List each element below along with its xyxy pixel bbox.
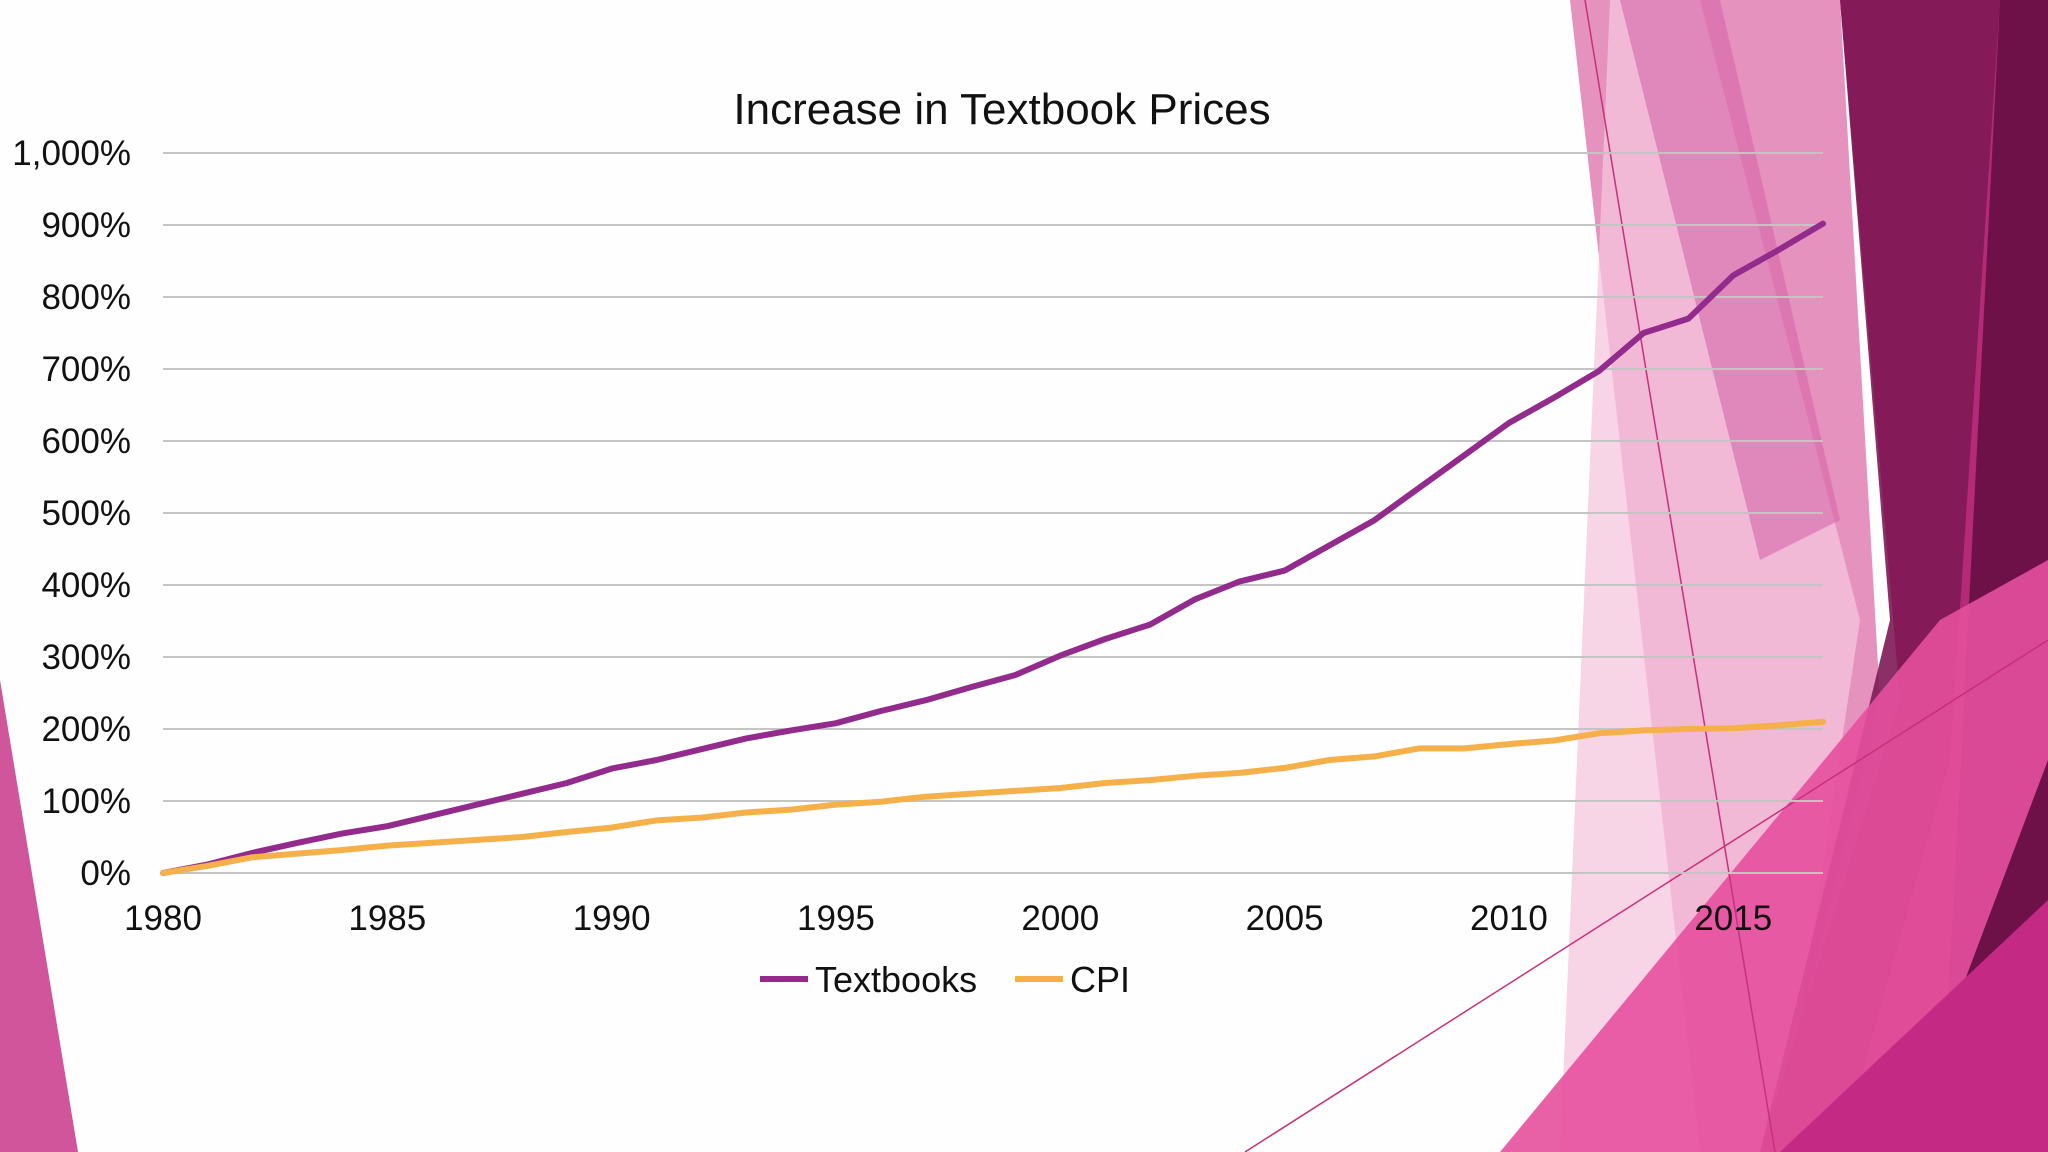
y-tick-label: 500% [41,494,131,533]
x-tick-label: 1985 [348,899,426,938]
y-tick-label: 1,000% [12,134,131,173]
series-line-cpi [160,718,1826,876]
y-tick-label: 400% [41,566,131,605]
y-tick-label: 600% [41,422,131,461]
grid-lines [163,152,1823,874]
x-tick-label: 2000 [1021,899,1099,938]
x-tick-label: 1990 [573,899,651,938]
decor-facet-dark [1760,0,2000,1152]
legend-item-cpi: CPI [1015,959,1130,1000]
decor-left-sliver [0,680,78,1152]
y-tick-label: 900% [41,206,131,245]
legend-label: CPI [1070,959,1130,1000]
decor-thin-line-2 [1244,639,2048,1152]
decor-facet-hot [1500,560,2048,1152]
decor-facet-magenta [1780,900,2048,1152]
x-tick-label: 2005 [1246,899,1324,938]
y-axis-tick-labels: 0% 100% 200% 300% 400% 500% 600% 700% 800% 900% 1,… [12,134,131,893]
x-tick-label: 1995 [797,899,875,938]
y-tick-label: 0% [80,854,131,893]
x-tick-label: 2010 [1470,899,1548,938]
series-line-textbooks [160,220,1826,876]
legend: Textbooks CPI [760,959,1130,1000]
series-lines [160,220,1826,876]
chart-title: Increase in Textbook Prices [733,85,1270,134]
y-tick-label: 100% [41,782,131,821]
x-tick-label: 2015 [1694,899,1772,938]
y-tick-label: 700% [41,350,131,389]
legend-label: Textbooks [815,959,977,1000]
x-axis-tick-labels: 1980 1985 1990 1995 2000 2005 2010 2015 [124,899,1772,938]
decor-thin-line-1 [1584,0,1776,1152]
x-tick-label: 1980 [124,899,202,938]
legend-item-textbooks: Textbooks [760,959,977,1000]
y-tick-label: 800% [41,278,131,317]
y-tick-label: 200% [41,710,131,749]
y-tick-label: 300% [41,638,131,677]
